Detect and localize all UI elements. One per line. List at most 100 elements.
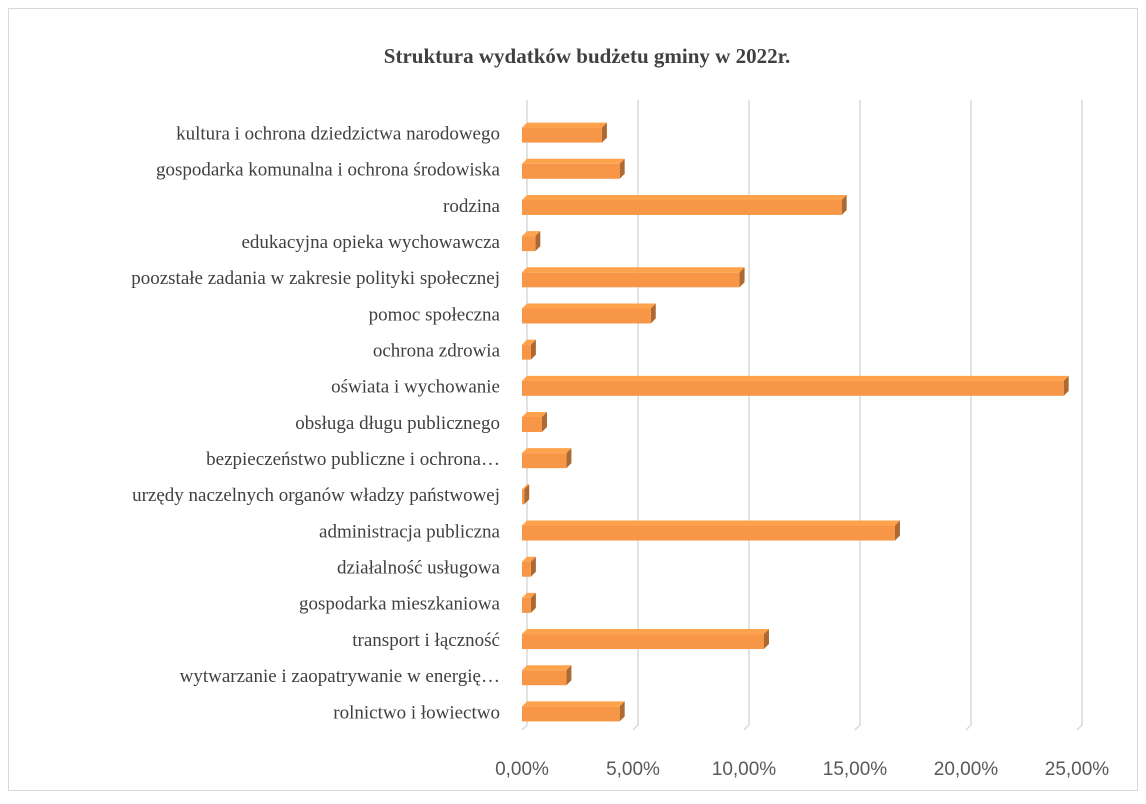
chart-title: Struktura wydatków budżetu gminy w 2022r… xyxy=(384,44,790,68)
bar-face xyxy=(522,701,625,707)
bar xyxy=(522,412,547,432)
bar xyxy=(522,194,847,215)
bar-face xyxy=(522,163,620,179)
bar-face xyxy=(522,375,1069,381)
y-tick-label: wytwarzanie i zaopatrywanie w energię… xyxy=(180,666,500,687)
bar-face xyxy=(522,665,572,671)
y-tick-label: bezpieczeństwo publiczne i ochrona… xyxy=(206,449,500,470)
bar-face xyxy=(601,122,607,143)
bar xyxy=(522,520,900,541)
bar xyxy=(522,267,745,288)
bar-face xyxy=(739,267,745,288)
y-tick-label: działalność usługowa xyxy=(337,558,501,579)
x-tick-label: 15,00% xyxy=(823,759,888,780)
bar-face xyxy=(522,525,895,541)
bar-face xyxy=(763,629,769,650)
bar-face xyxy=(522,199,842,215)
bar-face xyxy=(522,339,536,345)
axis-floor xyxy=(854,724,861,731)
bar-face xyxy=(522,556,536,562)
bar-face xyxy=(522,412,547,417)
axis-floor xyxy=(1076,724,1083,731)
axis-floor xyxy=(521,724,528,731)
y-tick-label: rolnictwo i łowiectwo xyxy=(333,702,500,723)
bar-face xyxy=(1063,375,1069,396)
bar-face xyxy=(522,597,531,613)
bar-face xyxy=(522,453,567,469)
y-tick-label: obsługa długu publicznego xyxy=(295,413,500,434)
axis-floor xyxy=(743,724,750,731)
y-tick-label: rodzina xyxy=(443,196,501,217)
bar-face xyxy=(522,344,531,360)
bar-face xyxy=(522,122,607,128)
x-tick-label: 0,00% xyxy=(495,759,549,780)
bar xyxy=(522,701,625,722)
y-tick-label: edukacyjna opieka wychowawcza xyxy=(242,232,501,253)
bar-face xyxy=(522,308,651,324)
bar-face xyxy=(522,272,740,288)
bar-face xyxy=(522,484,530,490)
bar-face xyxy=(522,520,900,526)
bar-face xyxy=(522,380,1064,396)
axis-floor xyxy=(632,724,639,731)
bar xyxy=(522,158,625,179)
bar-face xyxy=(522,670,567,686)
bar-face xyxy=(841,194,847,215)
bar-face xyxy=(530,556,536,577)
bar-face xyxy=(522,267,745,273)
bar-face xyxy=(541,412,547,432)
y-tick-label: administracja publiczna xyxy=(319,521,501,542)
bar-face xyxy=(522,158,625,164)
bar-face xyxy=(524,484,530,505)
bar-face xyxy=(535,231,541,252)
bar-face xyxy=(530,339,536,360)
bar-face xyxy=(522,448,572,454)
axis-floor xyxy=(965,724,972,731)
bar xyxy=(522,484,530,505)
x-tick-label: 25,00% xyxy=(1045,759,1110,780)
bar-face xyxy=(566,448,572,469)
bar-face xyxy=(650,303,656,324)
bar-face xyxy=(522,592,536,598)
x-tick-label: 10,00% xyxy=(712,759,777,780)
bar xyxy=(522,122,607,143)
bar xyxy=(522,592,536,613)
bar-face xyxy=(522,236,536,252)
x-tick-label: 20,00% xyxy=(934,759,999,780)
bar xyxy=(522,556,536,577)
y-tick-label: oświata i wychowanie xyxy=(331,377,500,398)
bar xyxy=(522,375,1069,396)
bar xyxy=(522,629,769,650)
bar-face xyxy=(619,701,625,722)
x-tick-label: 5,00% xyxy=(606,759,660,780)
bar-face xyxy=(894,520,900,541)
bar-face xyxy=(522,706,620,722)
bar xyxy=(522,231,541,252)
bar xyxy=(522,303,656,324)
bar xyxy=(522,339,536,360)
bar-face xyxy=(522,417,542,432)
bar-face xyxy=(522,561,531,577)
y-tick-label: pomoc społeczna xyxy=(369,304,501,325)
bar-face xyxy=(522,127,602,143)
bar-face xyxy=(522,634,764,650)
y-tick-label: transport i łączność xyxy=(352,630,500,651)
bar-face xyxy=(530,592,536,613)
bar xyxy=(522,448,572,469)
bar-face xyxy=(522,194,847,200)
bar-face xyxy=(619,158,625,179)
bar-face xyxy=(522,303,656,309)
bar-face xyxy=(522,629,769,635)
bar xyxy=(522,665,572,686)
y-tick-label: urzędy naczelnych organów władzy państwo… xyxy=(132,485,500,506)
y-tick-label: gospodarka komunalna i ochrona środowisk… xyxy=(156,160,501,181)
bar-face xyxy=(522,489,525,505)
y-tick-label: gospodarka mieszkaniowa xyxy=(299,594,501,615)
y-tick-label: kultura i ochrona dziedzictwa narodowego xyxy=(176,123,500,144)
bar-face xyxy=(566,665,572,686)
bar-face xyxy=(522,231,541,237)
y-tick-label: poozstałe zadania w zakresie polityki sp… xyxy=(131,268,500,289)
y-tick-label: ochrona zdrowia xyxy=(373,341,501,362)
